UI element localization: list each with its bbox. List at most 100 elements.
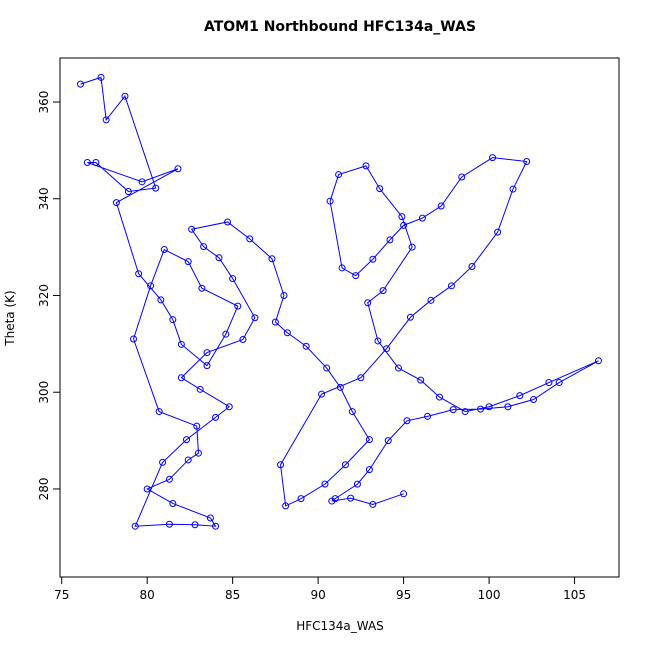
point (268, 255, 276, 263)
point (516, 392, 524, 400)
x-tick-label: 105 (563, 588, 586, 602)
point (376, 185, 384, 193)
point (353, 480, 361, 488)
point (458, 173, 466, 181)
point (477, 405, 485, 413)
point (394, 364, 402, 372)
point (212, 413, 220, 421)
point (328, 497, 336, 505)
series-line (80, 76, 599, 527)
point (92, 158, 100, 166)
point (184, 258, 192, 266)
point (338, 264, 346, 272)
point (297, 495, 305, 503)
point (159, 458, 167, 466)
point (143, 485, 151, 493)
plot-box (59, 57, 620, 578)
y-axis-label: Theta (K) (3, 290, 17, 346)
point (347, 494, 355, 502)
point (447, 282, 455, 290)
point (165, 475, 173, 483)
point (282, 502, 290, 510)
point (165, 520, 173, 528)
point (523, 158, 531, 166)
point (234, 302, 242, 310)
point (193, 422, 201, 430)
point (130, 335, 138, 343)
point (326, 197, 334, 205)
point (283, 329, 291, 337)
point (449, 406, 457, 414)
point (369, 500, 377, 508)
x-tick-label: 75 (54, 588, 69, 602)
point (530, 395, 538, 403)
point (188, 225, 196, 233)
y-tick-label: 340 (37, 187, 51, 210)
point (594, 357, 602, 365)
point (374, 337, 382, 345)
point (545, 379, 553, 387)
point (485, 403, 493, 411)
point (280, 291, 288, 299)
point (152, 184, 160, 192)
point (509, 185, 517, 193)
point (174, 165, 182, 173)
point (400, 490, 408, 498)
point (403, 417, 411, 425)
point (222, 330, 230, 338)
point (229, 275, 237, 283)
point (183, 436, 191, 444)
point (379, 287, 387, 295)
point (555, 379, 563, 387)
point (97, 73, 105, 81)
point (302, 342, 310, 350)
y-tick-label: 280 (37, 478, 51, 501)
chart-title: ATOM1 Northbound HFC134a_WAS (204, 19, 476, 35)
point (138, 178, 146, 186)
point (277, 461, 285, 469)
point (203, 362, 211, 370)
point (427, 296, 435, 304)
point (364, 299, 372, 307)
point (77, 80, 85, 88)
point (83, 158, 91, 166)
y-tick-label: 320 (37, 284, 51, 307)
point (177, 340, 185, 348)
point (321, 480, 329, 488)
point (365, 466, 373, 474)
point (352, 272, 360, 280)
x-tick-label: 95 (396, 588, 411, 602)
point (348, 408, 356, 416)
point (336, 383, 344, 391)
point (131, 522, 139, 530)
point (215, 254, 223, 262)
point (157, 296, 165, 304)
point (418, 214, 426, 222)
point (436, 393, 444, 401)
point (383, 345, 391, 353)
point (408, 243, 416, 251)
point (400, 221, 408, 229)
point (203, 349, 211, 357)
point (135, 270, 143, 278)
point (251, 314, 259, 322)
point (323, 364, 331, 372)
point (417, 376, 425, 384)
point (177, 374, 185, 382)
point (225, 403, 233, 411)
point (102, 116, 110, 124)
point (437, 202, 445, 210)
point (206, 514, 214, 522)
point (246, 235, 254, 243)
x-axis-label: HFC134a_WAS (296, 619, 384, 633)
x-tick-label: 85 (225, 588, 240, 602)
point (468, 262, 476, 270)
point (341, 461, 349, 469)
y-tick-label: 300 (37, 381, 51, 404)
point (239, 336, 247, 344)
point (112, 199, 120, 207)
point (194, 449, 202, 457)
point (461, 408, 469, 416)
point (212, 522, 220, 530)
